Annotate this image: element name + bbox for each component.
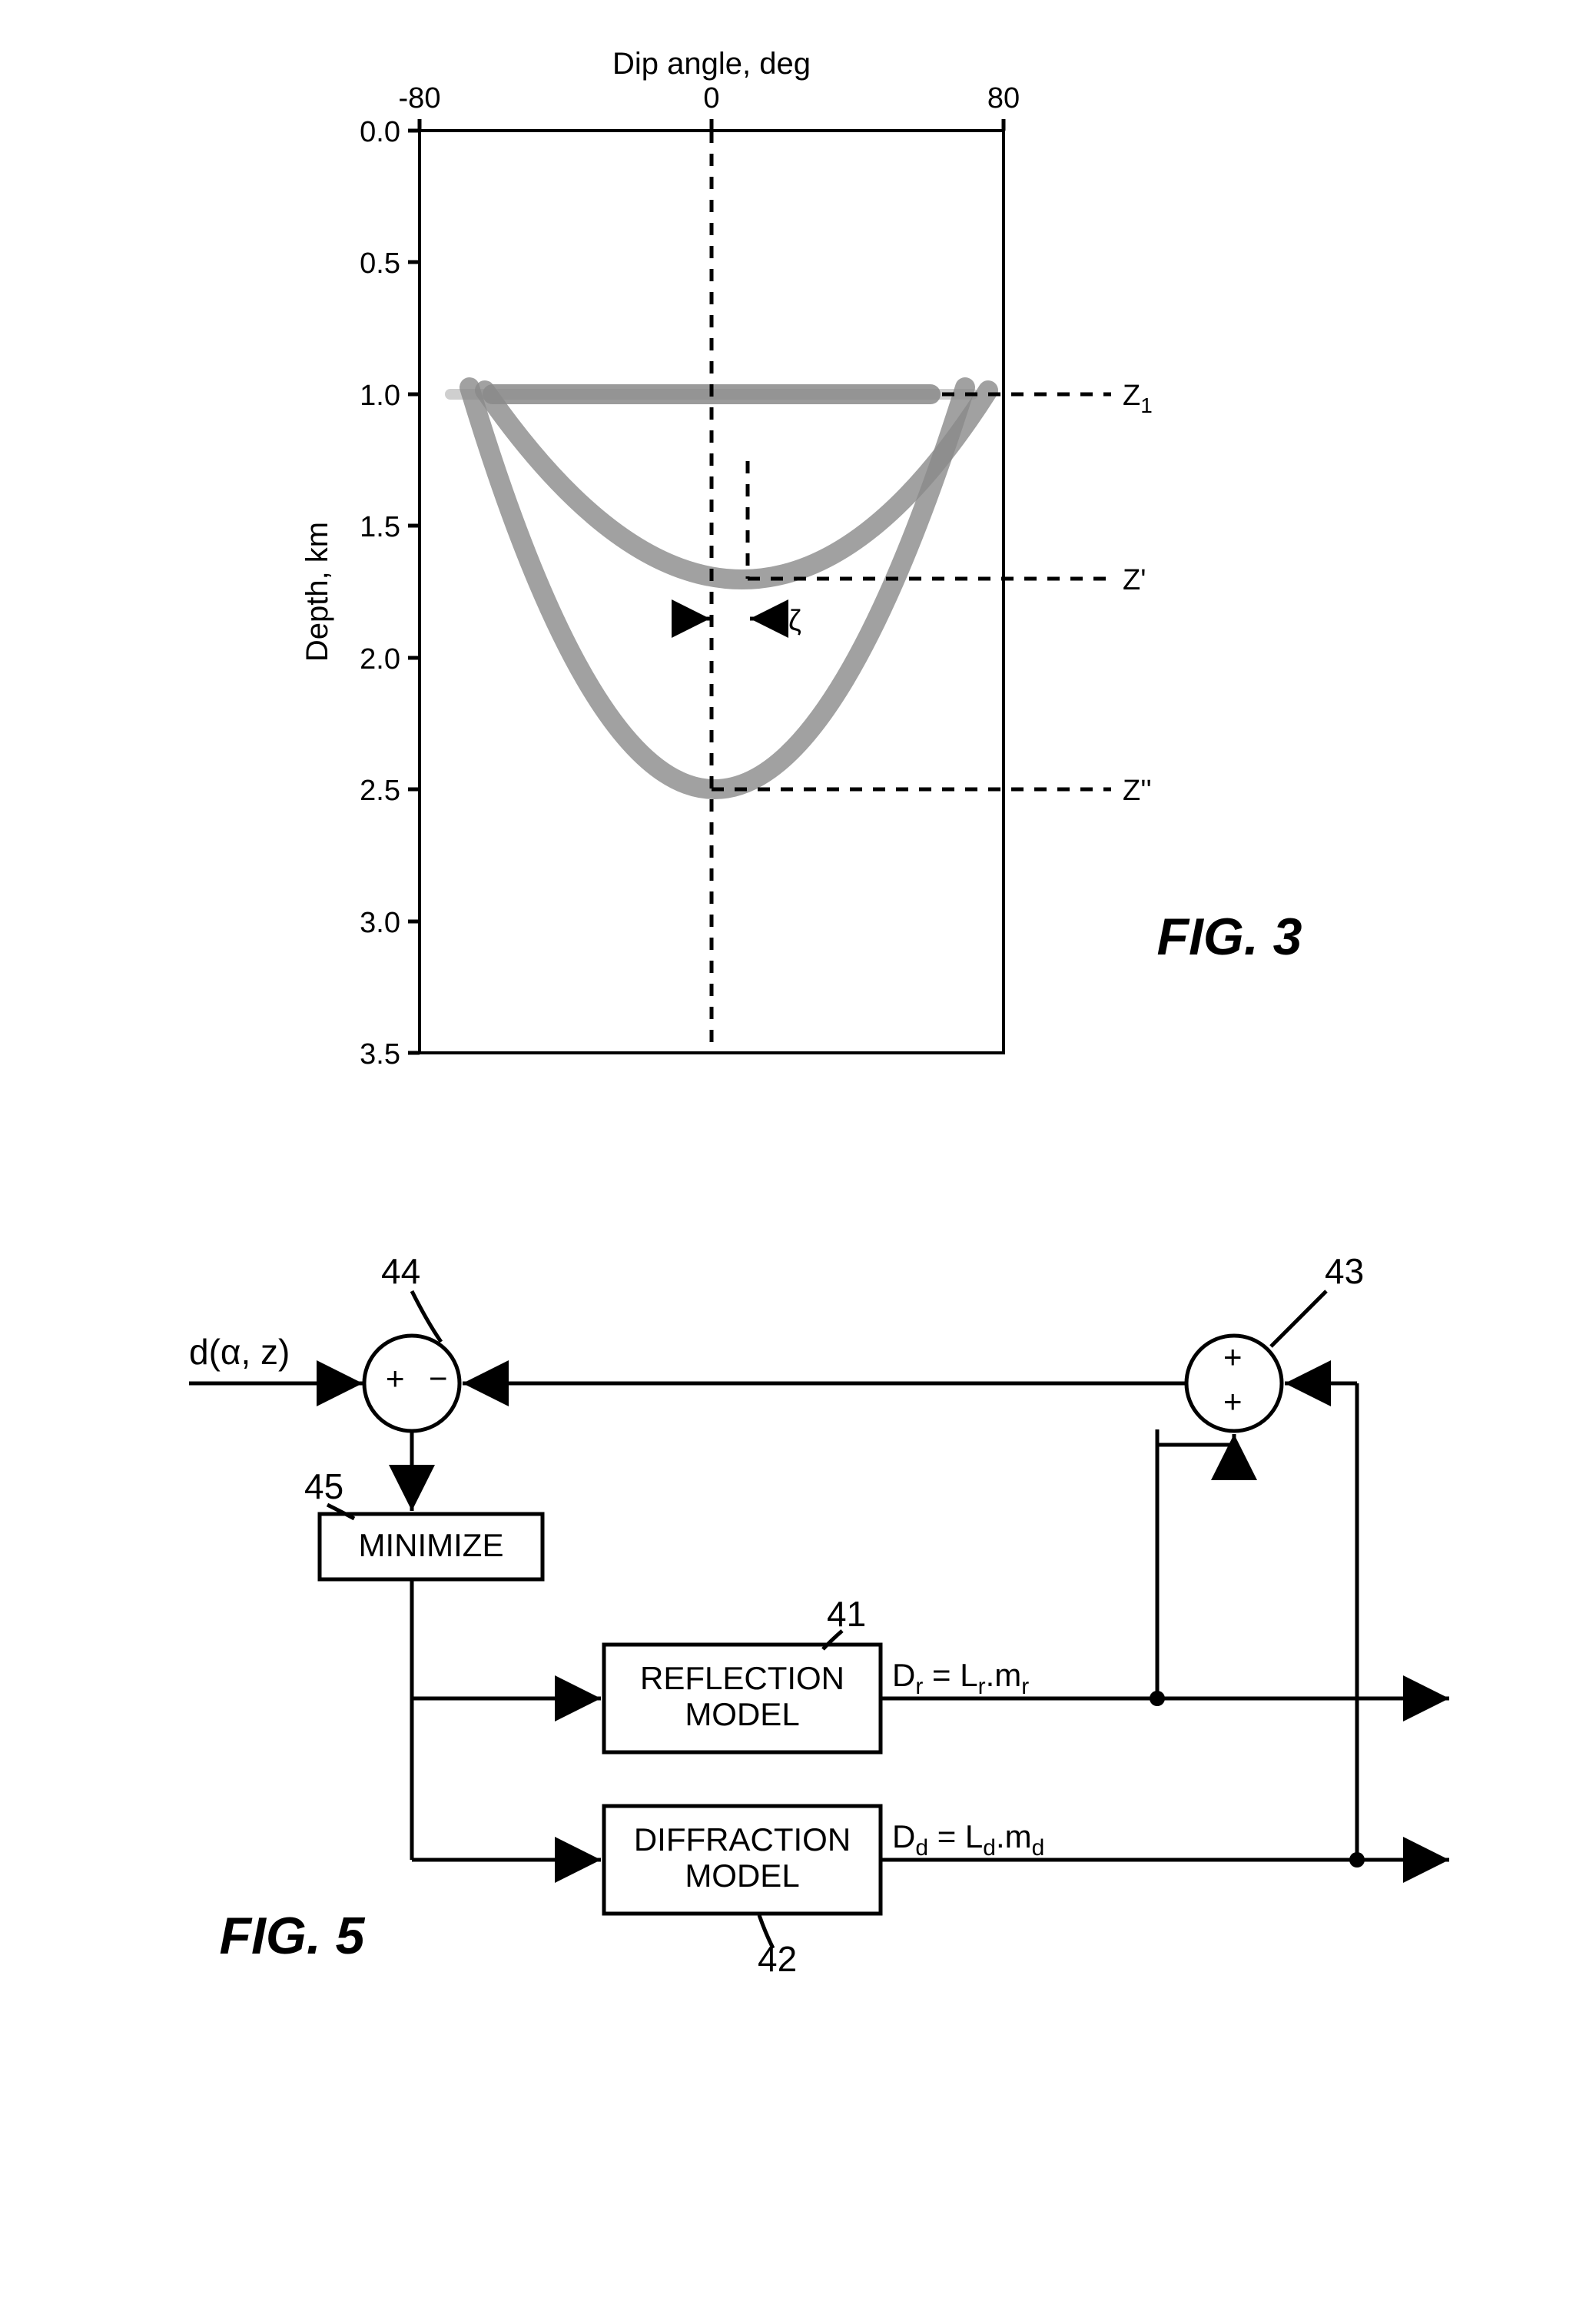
sum43-plus2: + [1223,1383,1243,1419]
ytick-35: 3.5 [360,1038,400,1071]
fig5-container: d(α, z) + − 44 + + 43 MINIMIZE 45 REFLEC… [97,1214,1480,2060]
refl-label1: REFLECTION [639,1660,844,1696]
zpp-label: Z'' [1123,775,1152,807]
sum44-minus: − [429,1360,448,1396]
diff-eq: Dd = Ld.md [892,1818,1044,1861]
sum44-id: 44 [381,1251,420,1291]
refl-label2: MODEL [685,1696,799,1732]
sum43-leader [1271,1291,1326,1346]
zeta-label: ζ [788,605,801,637]
diff-label2: MODEL [685,1858,799,1894]
ytick-1: 1.0 [360,380,400,412]
fig3-container: -80 0 80 Dip angle, deg 0.0 0.5 1.0 1.5 … [97,46,1480,1122]
zprime-label: Z' [1123,564,1146,596]
sum44-plus: + [386,1360,405,1396]
diff-label1: DIFFRACTION [633,1821,850,1858]
ytick-05: 0.5 [360,247,400,280]
ytick-15: 1.5 [360,511,400,543]
ytick-0: 0.0 [360,116,400,148]
input-label: d(α, z) [189,1332,290,1372]
xtick-80: 80 [987,82,1019,115]
z1-label: Z1 [1123,380,1153,417]
y-axis-label: Depth, km [300,522,334,662]
fig5-title: FIG. 5 [220,1906,365,1966]
ytick-2: 2.0 [360,643,400,676]
sum43-plus1: + [1223,1339,1243,1375]
x-ticks: -80 0 80 [398,82,1020,131]
xtick-neg80: -80 [398,82,440,115]
fig3-title: FIG. 3 [1157,907,1302,967]
ytick-25: 2.5 [360,775,400,807]
refl-eq: Dr = Lr.mr [892,1657,1029,1699]
minimize-label: MINIMIZE [358,1527,503,1563]
y-ticks: 0.0 0.5 1.0 1.5 2.0 2.5 3.0 3.5 [360,116,420,1071]
sum43-id: 43 [1325,1251,1364,1291]
x-axis-label: Dip angle, deg [612,47,811,81]
diff-id: 42 [758,1939,797,1979]
minimize-id: 45 [304,1466,343,1506]
refl-id: 41 [827,1594,866,1634]
ytick-3: 3.0 [360,907,400,939]
xtick-0: 0 [703,82,719,115]
